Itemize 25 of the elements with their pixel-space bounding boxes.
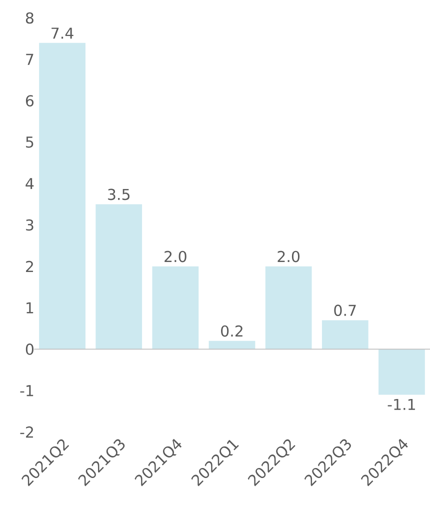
y-tick-label: 5 [26, 136, 34, 148]
y-tick-label: 1 [26, 302, 34, 314]
data-label: 0.2 [221, 325, 242, 337]
y-tick-label: 8 [26, 12, 34, 24]
y-tick-label: 3 [26, 219, 34, 231]
data-label: 0.7 [334, 304, 356, 316]
bar [152, 266, 199, 350]
y-tick-label: 2 [26, 260, 33, 272]
bar [39, 42, 86, 350]
data-label: 7.4 [52, 28, 74, 39]
data-label: 3.5 [108, 188, 130, 200]
data-label: 2.0 [278, 250, 300, 262]
y-tick-label: -2 [20, 426, 33, 438]
bar [322, 320, 368, 350]
bar [378, 349, 425, 395]
bar [265, 266, 312, 350]
bar [208, 340, 256, 350]
y-tick-label: 4 [26, 178, 34, 190]
y-tick-label: 0 [26, 344, 34, 355]
y-tick-label: 7 [26, 54, 34, 65]
y-tick-label: 6 [26, 95, 34, 106]
data-label: -1.1 [388, 398, 415, 410]
y-tick-label: -1 [20, 385, 34, 396]
data-label: 2.0 [164, 250, 186, 262]
bar [96, 204, 142, 350]
